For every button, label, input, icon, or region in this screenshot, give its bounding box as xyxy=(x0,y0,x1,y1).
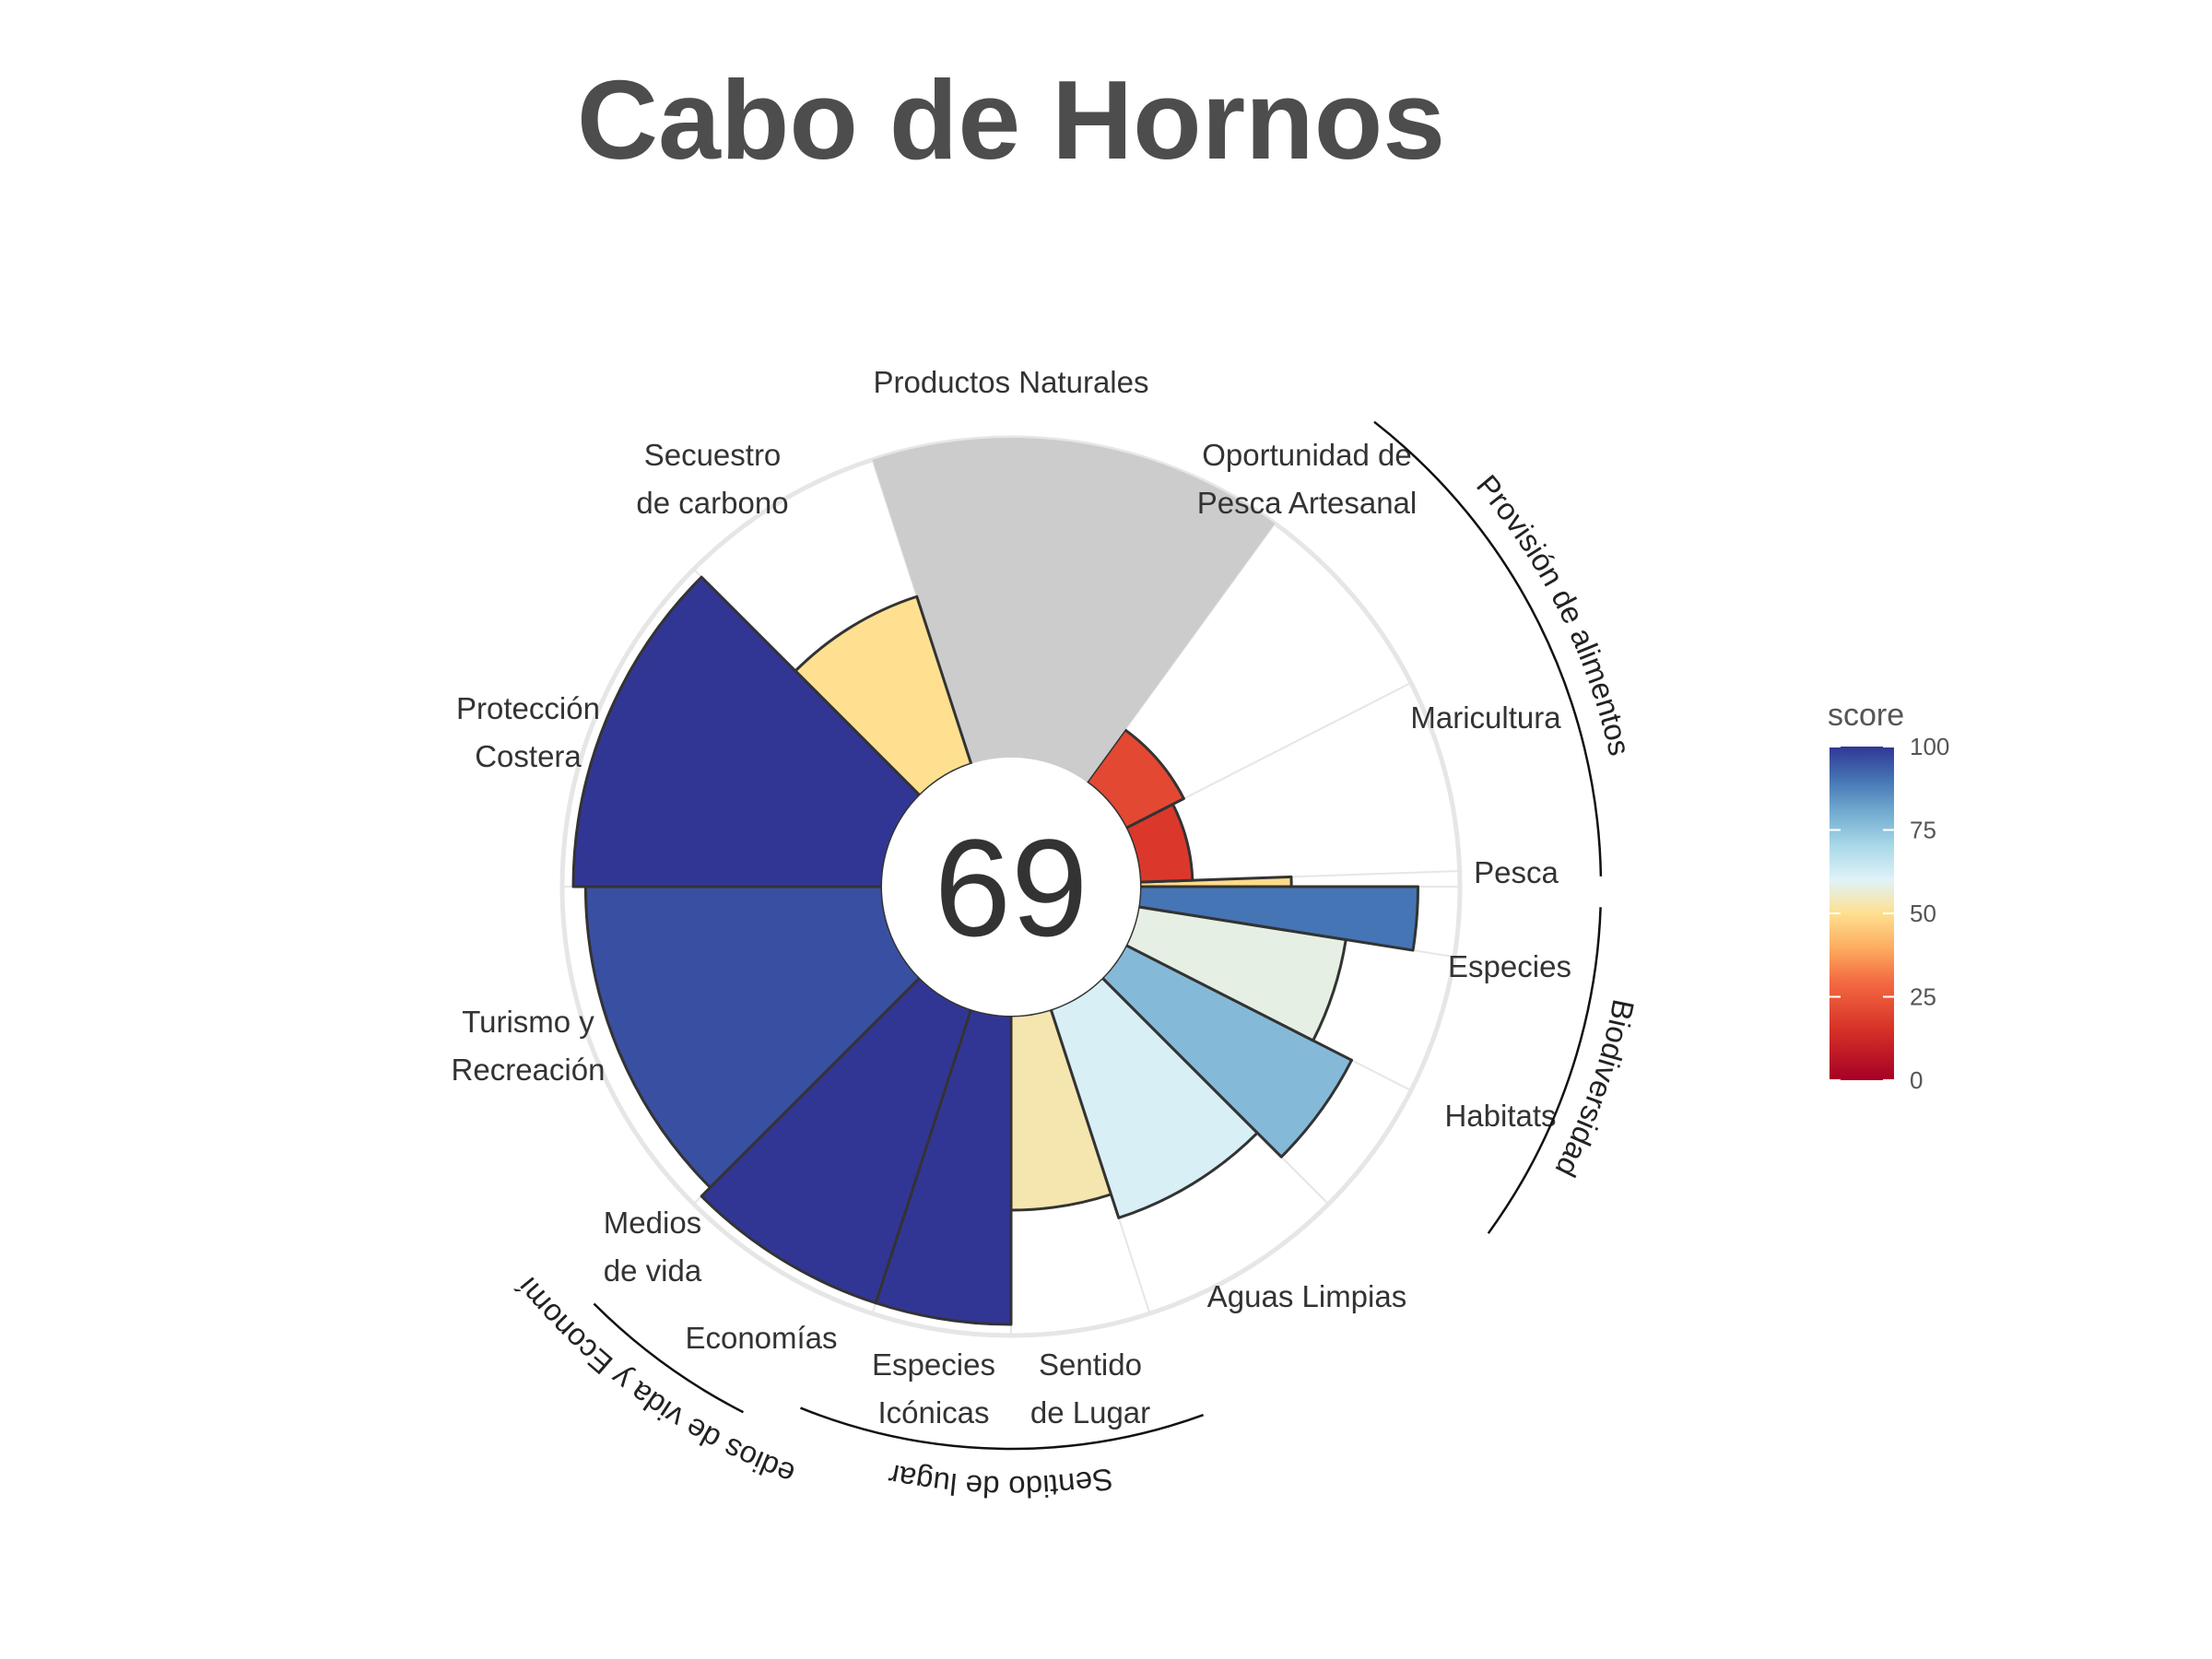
petals xyxy=(571,438,1419,1326)
label-turismo-line2: Recreación xyxy=(452,1053,606,1087)
label-iconicas-line2: Icónicas xyxy=(877,1395,989,1430)
label-secuestro-de-carbono: Secuestro de carbono xyxy=(636,438,788,520)
label-proteccion-line2: Costera xyxy=(475,739,582,773)
label-secuestro-line1: Secuestro xyxy=(644,438,782,472)
label-habitats: Habitats xyxy=(1444,1099,1556,1133)
center-circle xyxy=(882,758,1140,1016)
label-especies: Especies xyxy=(1448,949,1571,983)
group-arc xyxy=(593,1302,745,1414)
legend-tick-label: 100 xyxy=(1910,733,1949,760)
color-legend: score 100 75 50 25 0 xyxy=(1828,698,1949,1094)
label-economias: Economías xyxy=(685,1321,837,1355)
group-label: Biodiversidad xyxy=(1548,996,1641,1182)
group-arc xyxy=(1373,420,1603,877)
label-oportunidad-line2: Pesca Artesanal xyxy=(1197,486,1417,520)
group-label: Sentido de lugar xyxy=(886,1458,1116,1504)
label-medios-line1: Medios xyxy=(604,1206,701,1240)
group-arc xyxy=(800,1406,1205,1451)
label-maricultura: Maricultura xyxy=(1410,700,1561,735)
legend-tick-label: 25 xyxy=(1910,983,1936,1011)
petal xyxy=(872,438,1276,782)
group-arc xyxy=(1487,907,1602,1234)
label-medios-de-vida: Medios de vida xyxy=(604,1206,702,1288)
label-secuestro-line2: de carbono xyxy=(636,486,788,520)
label-oportunidad-pesca-artesanal: Oportunidad de Pesca Artesanal xyxy=(1197,438,1417,520)
legend-tick-label: 50 xyxy=(1910,900,1936,927)
label-sentido-de-lugar: Sentido de Lugar xyxy=(1030,1347,1150,1430)
label-sentido-line2: de Lugar xyxy=(1030,1395,1150,1430)
label-sentido-line1: Sentido xyxy=(1039,1347,1142,1382)
label-iconicas-line1: Especies xyxy=(872,1347,995,1382)
label-aguas-limpias: Aguas Limpias xyxy=(1207,1279,1406,1313)
label-turismo-line1: Turismo y xyxy=(462,1005,594,1039)
legend-tick-label: 75 xyxy=(1910,817,1936,844)
center-score: 69 xyxy=(935,810,1088,965)
label-turismo-recreacion: Turismo y Recreación xyxy=(452,1005,606,1087)
label-productos-naturales: Productos Naturales xyxy=(874,365,1149,399)
legend-title: score xyxy=(1828,698,1904,733)
label-medios-line2: de vida xyxy=(604,1253,702,1288)
label-pesca: Pesca xyxy=(1474,855,1559,889)
chart-title: Cabo de Hornos xyxy=(577,57,1445,182)
label-oportunidad-line1: Oportunidad de xyxy=(1202,438,1412,472)
label-proteccion-line1: Protección xyxy=(456,691,600,725)
legend-tick-label: 0 xyxy=(1910,1066,1923,1094)
label-proteccion-costera: Protección Costera xyxy=(456,691,600,773)
legend-ticks: 100 75 50 25 0 xyxy=(1830,733,1949,1094)
label-especies-iconicas: Especies Icónicas xyxy=(872,1347,995,1430)
petal-labels: Productos Naturales Secuestro de carbono … xyxy=(452,365,1571,1430)
